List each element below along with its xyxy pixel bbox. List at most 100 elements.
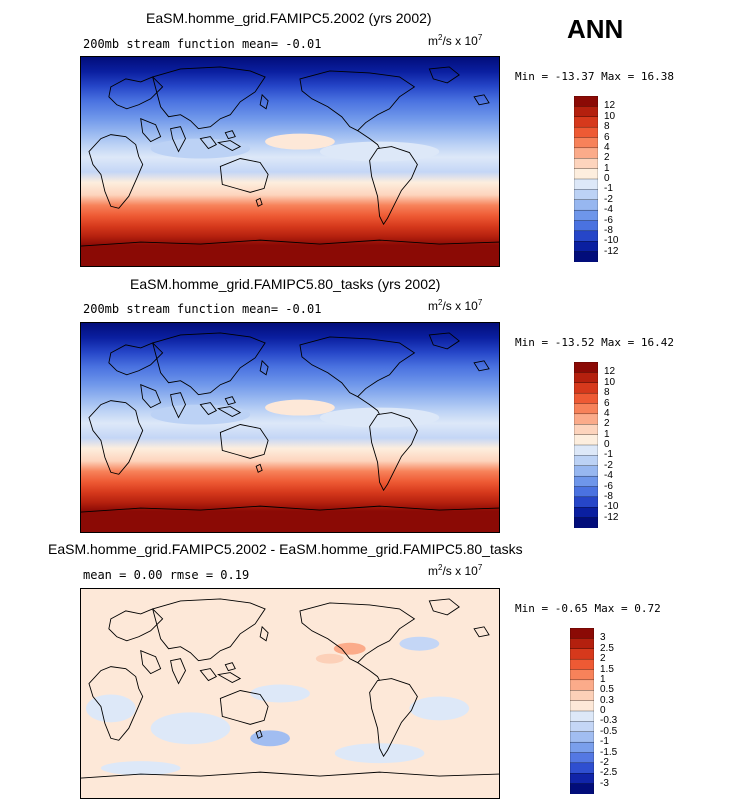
colorbar-swatch: [573, 465, 599, 477]
colorbar-tick-label: -12: [604, 511, 619, 523]
colorbar-tick-label: 1.5: [600, 663, 614, 675]
colorbar-swatch: [569, 638, 595, 650]
colorbar-tick-label: 1: [604, 428, 610, 440]
colorbar-tick-label: 3: [600, 632, 606, 644]
colorbar-swatch: [573, 158, 599, 170]
colorbar-swatch: [573, 137, 599, 149]
colorbar-swatch: [573, 444, 599, 456]
colorbar-swatch: [573, 507, 599, 519]
colorbar-swatch: [573, 372, 599, 384]
panel-3-subtitle: mean = 0.00 rmse = 0.19: [83, 568, 250, 582]
panel-2-colorbar: [573, 361, 599, 529]
panel-2-subtitle: 200mb stream function mean= -0.01: [83, 302, 322, 316]
colorbar-swatch: [573, 455, 599, 467]
panel-1-map: [80, 56, 500, 267]
colorbar-tick-label: 2: [604, 418, 610, 430]
colorbar-swatch: [573, 106, 599, 118]
colorbar-swatch: [569, 710, 595, 722]
colorbar-tick-label: -2.5: [600, 767, 618, 779]
panel-3-title: EaSM.homme_grid.FAMIPC5.2002 - EaSM.homm…: [48, 541, 523, 557]
colorbar-swatch: [569, 783, 595, 795]
colorbar-swatch: [573, 361, 599, 373]
colorbar-swatch: [573, 382, 599, 394]
colorbar-swatch: [573, 178, 599, 190]
colorbar-tick-label: 10: [604, 376, 616, 388]
panel-1-title: EaSM.homme_grid.FAMIPC5.2002 (yrs 2002): [146, 10, 432, 26]
colorbar-swatch: [573, 392, 599, 404]
colorbar-swatch: [573, 517, 599, 529]
colorbar-tick-label: -2: [604, 193, 613, 205]
colorbar-tick-label: -0.5: [600, 725, 618, 737]
colorbar-tick-label: 4: [604, 141, 610, 153]
colorbar-swatch: [573, 241, 599, 253]
colorbar-tick-label: -10: [604, 501, 619, 513]
colorbar-tick-label: -1: [604, 183, 613, 195]
colorbar-tick-label: 8: [604, 121, 610, 133]
colorbar-tick-label: 0: [604, 173, 610, 184]
colorbar-tick-label: -1: [604, 449, 613, 461]
colorbar-tick-label: 12: [604, 366, 616, 378]
colorbar-tick-label: 10: [604, 110, 616, 122]
colorbar-tick-label: -6: [604, 480, 613, 492]
colorbar-tick-label: 6: [604, 131, 610, 143]
colorbar-tick-label: -1: [600, 736, 609, 748]
colorbar-tick-label: 1: [604, 162, 610, 174]
colorbar-tick-label: 2: [604, 152, 610, 164]
colorbar-swatch: [569, 721, 595, 733]
colorbar-swatch: [573, 475, 599, 487]
panel-1-subtitle: 200mb stream function mean= -0.01: [83, 37, 322, 51]
panel-1-colorbar: [573, 95, 599, 263]
colorbar-tick-label: -2: [604, 459, 613, 471]
colorbar-swatch: [569, 690, 595, 702]
colorbar-swatch: [573, 496, 599, 508]
colorbar-swatch: [569, 658, 595, 670]
season-label: ANN: [567, 14, 624, 44]
colorbar-tick-label: 0: [600, 705, 606, 716]
colorbar-swatch: [573, 424, 599, 436]
colorbar-tick-label: 8: [604, 387, 610, 399]
panel-3-units: m2/s x 107: [428, 563, 483, 578]
colorbar-swatch: [573, 199, 599, 211]
colorbar-swatch: [573, 220, 599, 232]
colorbar-swatch: [573, 95, 599, 107]
colorbar-tick-label: 12: [604, 100, 616, 112]
colorbar-swatch: [569, 773, 595, 785]
colorbar-swatch: [573, 403, 599, 415]
colorbar-tick-label: 0.3: [600, 694, 614, 706]
colorbar-tick-label: 1: [600, 673, 606, 685]
panel-2-minmax: Min = -13.52 Max = 16.42: [515, 336, 674, 349]
panel-2-title: EaSM.homme_grid.FAMIPC5.80_tasks (yrs 20…: [130, 276, 441, 292]
colorbar-swatch: [573, 209, 599, 221]
colorbar-tick-label: -4: [604, 470, 613, 482]
colorbar-tick-label: -1.5: [600, 746, 618, 758]
colorbar-swatch: [569, 752, 595, 764]
panel-1-units: m2/s x 107: [428, 33, 483, 48]
colorbar-tick-label: -0.3: [600, 715, 618, 727]
colorbar-tick-label: -12: [604, 245, 619, 257]
colorbar-swatch: [573, 126, 599, 138]
colorbar-tick-label: 2.5: [600, 642, 614, 654]
colorbar-tick-label: 0: [604, 439, 610, 450]
colorbar-swatch: [573, 116, 599, 128]
colorbar-swatch: [573, 486, 599, 498]
colorbar-swatch: [569, 762, 595, 774]
panel-3-colorbar: [569, 627, 595, 795]
colorbar-swatch: [573, 434, 599, 446]
colorbar-swatch: [569, 679, 595, 691]
colorbar-swatch: [573, 230, 599, 242]
colorbar-tick-label: 2: [600, 653, 606, 665]
colorbar-swatch: [573, 251, 599, 263]
colorbar-swatch: [573, 147, 599, 159]
colorbar-swatch: [569, 700, 595, 712]
colorbar-swatch: [569, 741, 595, 753]
colorbar-tick-label: -2: [600, 756, 609, 768]
colorbar-swatch: [569, 669, 595, 681]
colorbar-tick-label: -8: [604, 224, 613, 236]
colorbar-swatch: [573, 189, 599, 201]
colorbar-tick-label: 0.5: [600, 684, 614, 696]
panel-3-map: [80, 588, 500, 799]
panel-1-minmax: Min = -13.37 Max = 16.38: [515, 70, 674, 83]
colorbar-swatch: [569, 627, 595, 639]
colorbar-tick-label: 4: [604, 407, 610, 419]
panel-3-minmax: Min = -0.65 Max = 0.72: [515, 602, 661, 615]
